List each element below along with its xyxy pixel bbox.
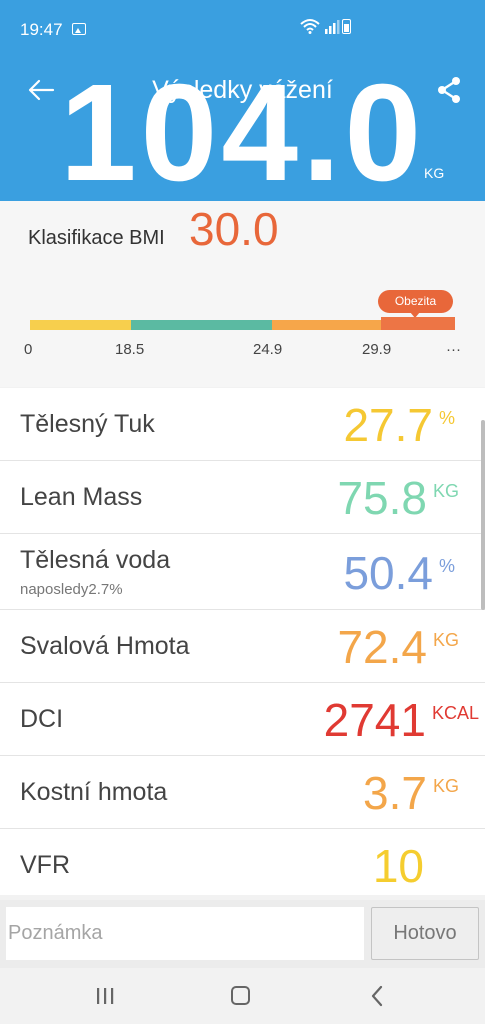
bmi-card: Klasifikace BMI 30.0 Obezita 0 18.5 24.9… — [0, 201, 485, 387]
status-time: 19:47 — [20, 20, 63, 39]
metric-row-body-water[interactable]: Tělesná voda naposledy2.7% 50.4 % — [0, 534, 485, 610]
metric-value: 27.7 — [343, 399, 433, 451]
home-icon[interactable] — [231, 986, 250, 1005]
bmi-tick: 29.9 — [362, 341, 392, 358]
weight-value: 104.0 — [59, 58, 426, 201]
metric-row-lean-mass[interactable]: Lean Mass 75.8 KG — [0, 461, 485, 534]
bmi-label: Klasifikace BMI — [28, 227, 165, 249]
bmi-tick: 0 — [24, 341, 33, 358]
metric-label: Svalová Hmota — [20, 632, 190, 660]
metric-label: Tělesný Tuk — [20, 410, 155, 438]
metric-row-body-fat[interactable]: Tělesný Tuk 27.7 % — [0, 388, 485, 461]
metric-label: Kostní hmota — [20, 778, 168, 806]
page-title: Výsledky vážení — [152, 76, 333, 104]
bmi-tick: ··· — [446, 341, 461, 358]
bmi-category-badge: Obezita — [378, 290, 453, 318]
scrollbar[interactable] — [481, 420, 485, 610]
metric-value-group: 50.4 % — [343, 544, 455, 602]
done-button[interactable]: Hotovo — [371, 907, 479, 960]
bmi-value: 30.0 — [189, 203, 279, 255]
battery-icon — [342, 19, 351, 34]
metric-row-muscle-mass[interactable]: Svalová Hmota 72.4 KG — [0, 610, 485, 683]
metric-value-group: 3.7 KG — [363, 764, 459, 822]
system-nav-bar — [0, 968, 485, 1024]
metric-value: 10 — [372, 840, 424, 892]
metric-value: 75.8 — [337, 472, 427, 524]
bmi-segment-overweight — [272, 320, 381, 330]
metric-unit: KG — [432, 776, 459, 796]
metric-value-group: 10 — [373, 837, 430, 895]
metrics-list: Tělesný Tuk 27.7 % Lean Mass 75.8 KG Těl… — [0, 388, 485, 895]
bmi-tick: 18.5 — [115, 341, 145, 358]
metric-value: 72.4 — [337, 621, 427, 673]
metric-unit: % — [438, 556, 455, 576]
gallery-notification-icon — [72, 23, 86, 35]
metric-value: 2741 — [323, 694, 426, 746]
metric-value: 50.4 — [343, 547, 433, 599]
metric-label: Lean Mass — [20, 483, 143, 511]
metric-label: VFR — [20, 851, 70, 879]
metric-sublabel: naposledy2.7% — [20, 581, 123, 598]
metric-label: DCI — [20, 705, 64, 733]
metric-value: 3.7 — [363, 767, 427, 819]
back-arrow-icon[interactable] — [26, 78, 56, 102]
weight-unit: KG — [424, 165, 445, 181]
metric-row-dci[interactable]: DCI 2741 KCAL — [0, 683, 485, 756]
metric-value-group: 27.7 % — [343, 396, 455, 454]
metric-row-vfr[interactable]: VFR 10 — [0, 829, 485, 895]
note-input[interactable] — [6, 907, 364, 960]
metric-label: Tělesná voda — [20, 546, 171, 574]
wifi-icon — [300, 19, 320, 34]
metric-row-bone-mass[interactable]: Kostní hmota 3.7 KG — [0, 756, 485, 829]
metric-unit: KG — [432, 481, 459, 501]
bmi-segment-underweight — [30, 320, 131, 330]
signal-icon — [325, 20, 340, 34]
share-icon[interactable] — [435, 76, 463, 104]
note-bar: Hotovo — [0, 900, 485, 968]
metric-value-group: 75.8 KG — [337, 469, 459, 527]
app-header: 104.0 KG Výsledky vážení — [0, 58, 485, 201]
bmi-tick: 24.9 — [253, 341, 283, 358]
nav-back-icon[interactable] — [368, 985, 386, 1007]
bmi-segment-obese — [381, 317, 455, 330]
bmi-scale-bar — [30, 317, 455, 330]
metric-value-group: 72.4 KG — [337, 618, 459, 676]
metric-unit: % — [438, 408, 455, 428]
bmi-segment-normal — [131, 320, 272, 330]
metric-unit: KG — [432, 630, 459, 650]
metric-unit: KCAL — [431, 703, 479, 723]
recent-apps-icon[interactable] — [96, 987, 114, 1005]
status-bar: 19:47 — [0, 0, 485, 58]
metric-value-group: 2741 KCAL — [324, 691, 479, 749]
